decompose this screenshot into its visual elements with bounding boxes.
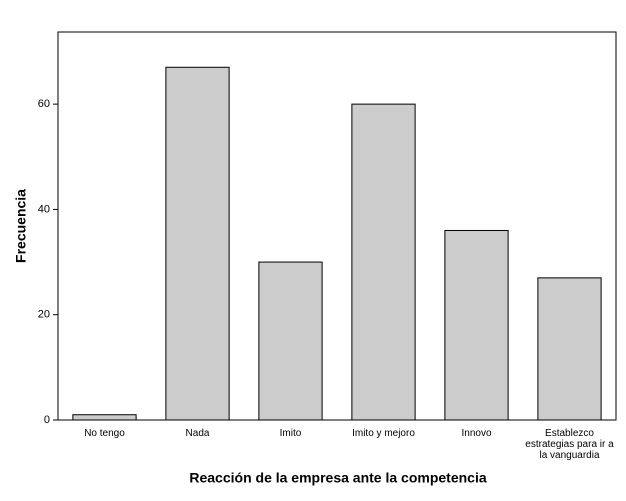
bar — [72, 414, 137, 421]
y-tick-label: 0 — [44, 414, 50, 426]
y-tick-label: 60 — [38, 98, 50, 110]
x-tick-label-box: Innovo — [461, 428, 492, 439]
bar — [258, 261, 323, 421]
x-tick-label-box: Imito — [279, 428, 302, 439]
y-tick-label: 40 — [38, 203, 50, 215]
y-tick-label: 20 — [38, 309, 50, 321]
x-tick-label: Imito — [279, 428, 302, 439]
plot-frame — [57, 31, 617, 421]
bar — [537, 277, 602, 421]
x-tick-label: Innovo — [461, 428, 492, 439]
x-tick-label: Establezco estrategias para ir a la vang… — [525, 428, 614, 461]
x-axis-title: Reacción de la empresa ante la competenc… — [189, 470, 486, 486]
x-tick-label: Imito y mejoro — [352, 428, 415, 439]
x-tick-label-box: Nada — [185, 428, 210, 439]
x-tick-label-box: No tengo — [84, 428, 125, 439]
bar — [165, 66, 230, 421]
y-axis-title: Frecuencia — [13, 189, 29, 263]
bar — [444, 229, 509, 421]
x-tick-label: Nada — [185, 428, 210, 439]
x-tick-label-box: Imito y mejoro — [352, 428, 415, 439]
bar — [351, 103, 416, 421]
x-tick-label-box: Establezco estrategias para ir a la vang… — [525, 428, 614, 461]
x-tick-label: No tengo — [84, 428, 125, 439]
